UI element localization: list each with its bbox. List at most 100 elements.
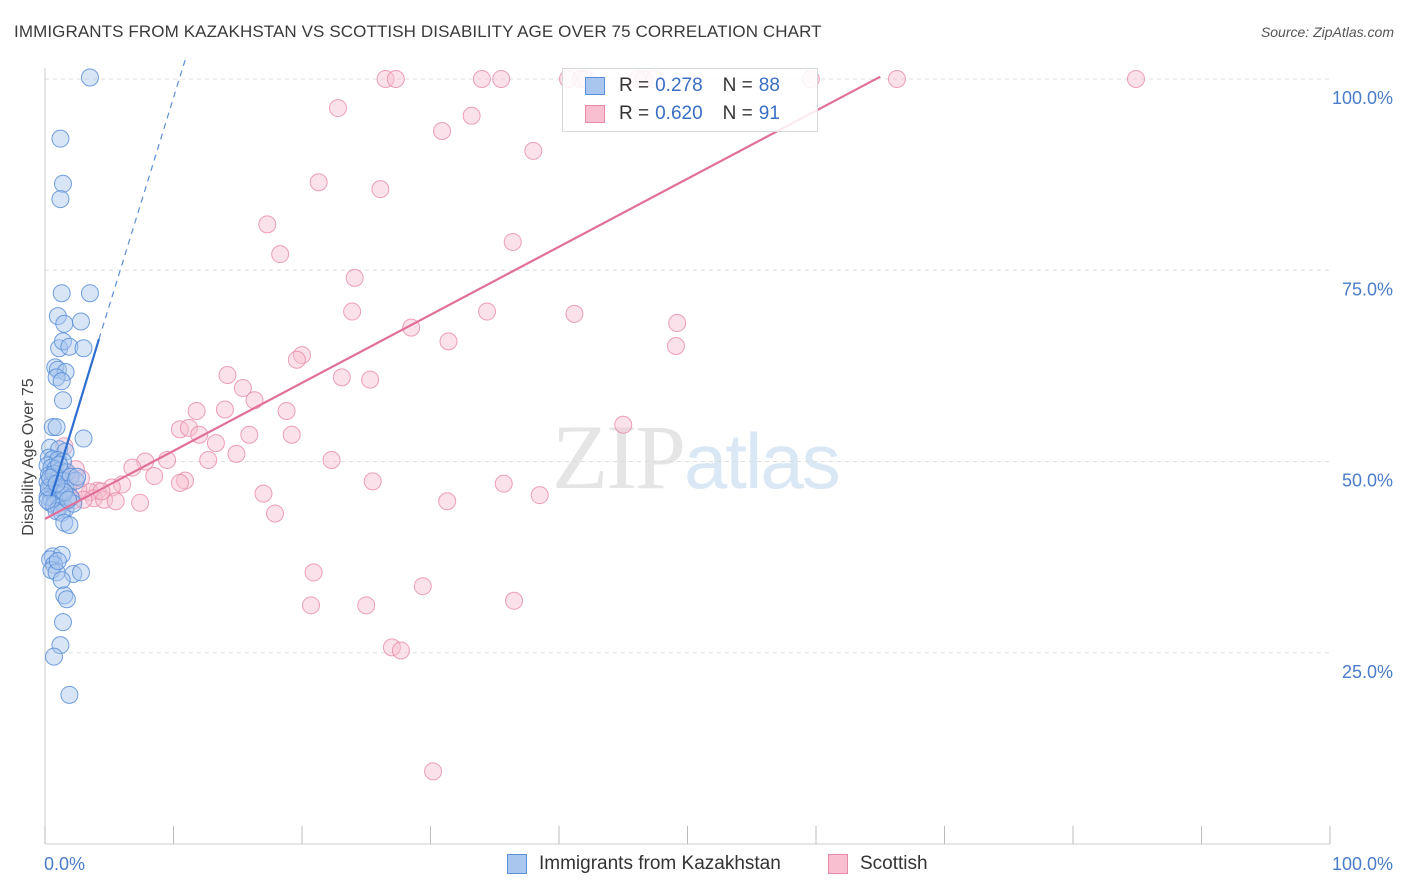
r-value: 0.278 xyxy=(655,75,703,96)
x-tick-label-min: 0.0% xyxy=(44,854,85,874)
kazakhstan-point xyxy=(48,551,67,570)
scottish-point xyxy=(170,473,189,492)
scottish-point xyxy=(199,450,218,469)
scottish-point xyxy=(376,70,395,88)
watermark-zip: ZIP xyxy=(552,406,686,508)
scottish-point xyxy=(438,492,457,511)
legend-item-kazakhstan[interactable]: Immigrants from Kazakhstan xyxy=(507,852,781,876)
scottish-point xyxy=(345,268,364,287)
scottish-point xyxy=(215,400,234,419)
kazakhstan-swatch xyxy=(585,77,605,95)
kazakhstan-point xyxy=(56,362,75,381)
scottish-point xyxy=(131,493,150,512)
n-value: 91 xyxy=(758,103,780,124)
kazakhstan-point xyxy=(64,564,83,583)
scottish-point xyxy=(505,591,524,610)
kazakhstan-point xyxy=(68,467,87,486)
scottish-point xyxy=(503,232,522,251)
kazakhstan-point xyxy=(53,613,72,632)
scottish-point xyxy=(254,484,273,503)
scottish-point xyxy=(524,141,543,160)
scottish-points xyxy=(44,70,1145,781)
legend-item-scottish[interactable]: Scottish xyxy=(828,852,928,876)
kazakhstan-point xyxy=(51,190,70,209)
kazakhstan-point xyxy=(80,68,99,87)
scottish-point xyxy=(332,368,351,387)
kazakhstan-trend-line xyxy=(50,338,101,497)
kazakhstan-point xyxy=(74,429,93,448)
r-label: R = xyxy=(619,103,650,124)
stats-legend-row-scottish: R = 0.620 N = 91 xyxy=(585,101,780,127)
y-tick-label: 25.0% xyxy=(1342,662,1393,682)
scottish-point xyxy=(357,596,376,615)
kazakhstan-legend-swatch xyxy=(507,854,527,874)
kazakhstan-point xyxy=(51,636,70,655)
scottish-point xyxy=(258,215,277,234)
scottish-trend-line xyxy=(44,75,881,520)
scottish-point xyxy=(277,402,296,421)
scottish-point xyxy=(187,402,206,421)
scottish-point xyxy=(494,474,513,493)
scottish-point xyxy=(245,391,264,410)
kazakhstan-point xyxy=(51,129,70,148)
scottish-point xyxy=(492,70,511,88)
kazakhstan-point xyxy=(57,590,76,609)
scottish-point xyxy=(240,425,259,444)
scottish-point xyxy=(887,70,906,88)
scottish-point xyxy=(565,304,584,323)
kazakhstan-point xyxy=(43,418,62,437)
scottish-legend-swatch xyxy=(828,854,848,874)
scottish-point xyxy=(301,596,320,615)
scottish-point xyxy=(266,504,285,523)
scottish-swatch xyxy=(585,105,605,123)
scottish-point xyxy=(386,70,405,88)
scottish-point xyxy=(363,472,382,491)
kazakhstan-point xyxy=(60,337,79,356)
stats-legend: R = 0.278 N = 88 R = 0.620 N = 91 xyxy=(562,68,818,132)
scottish-point xyxy=(462,106,481,125)
grid-lines xyxy=(45,78,1330,654)
scottish-point xyxy=(478,302,497,321)
kazakhstan-trend-extension xyxy=(98,55,187,340)
r-value: 0.620 xyxy=(655,103,703,124)
kazakhstan-point xyxy=(80,284,99,303)
kazakhstan-point xyxy=(38,491,57,510)
chart-title: IMMIGRANTS FROM KAZAKHSTAN VS SCOTTISH D… xyxy=(14,22,822,41)
kazakhstan-point xyxy=(53,391,72,410)
scottish-point xyxy=(206,434,225,453)
scottish-point xyxy=(170,420,189,439)
kazakhstan-point xyxy=(53,174,72,193)
scottish-point xyxy=(218,366,237,385)
scottish-point xyxy=(666,336,685,355)
kazakhstan-point xyxy=(71,312,90,331)
kazakhstan-point xyxy=(60,515,79,534)
scottish-point xyxy=(271,245,290,264)
kazakhstan-point xyxy=(52,372,71,391)
y-axis-label: Disability Age Over 75 xyxy=(20,378,37,536)
scottish-point xyxy=(106,492,125,511)
n-label: N = xyxy=(722,75,753,96)
kazakhstan-point xyxy=(52,284,71,303)
kazakhstan-point xyxy=(48,307,67,326)
y-tick-label: 50.0% xyxy=(1342,471,1393,491)
scottish-point xyxy=(361,370,380,389)
scottish-point xyxy=(530,486,549,505)
scottish-point xyxy=(282,425,301,444)
scottish-point xyxy=(227,444,246,463)
scottish-point xyxy=(668,314,687,333)
scottish-point xyxy=(328,99,347,118)
kazakhstan-point xyxy=(44,647,63,666)
kazakhstan-point xyxy=(52,571,71,590)
kazakhstan-point xyxy=(55,314,74,333)
scottish-point xyxy=(287,350,306,369)
scottish-point xyxy=(433,122,452,141)
scottish-point xyxy=(304,563,323,582)
scottish-point xyxy=(343,302,362,321)
scottish-point xyxy=(322,450,341,469)
kazakhstan-legend-label: Immigrants from Kazakhstan xyxy=(539,853,781,874)
kazakhstan-point xyxy=(71,563,90,582)
scottish-point xyxy=(233,379,252,398)
scottish-point xyxy=(424,762,443,781)
scottish-point xyxy=(145,467,164,486)
